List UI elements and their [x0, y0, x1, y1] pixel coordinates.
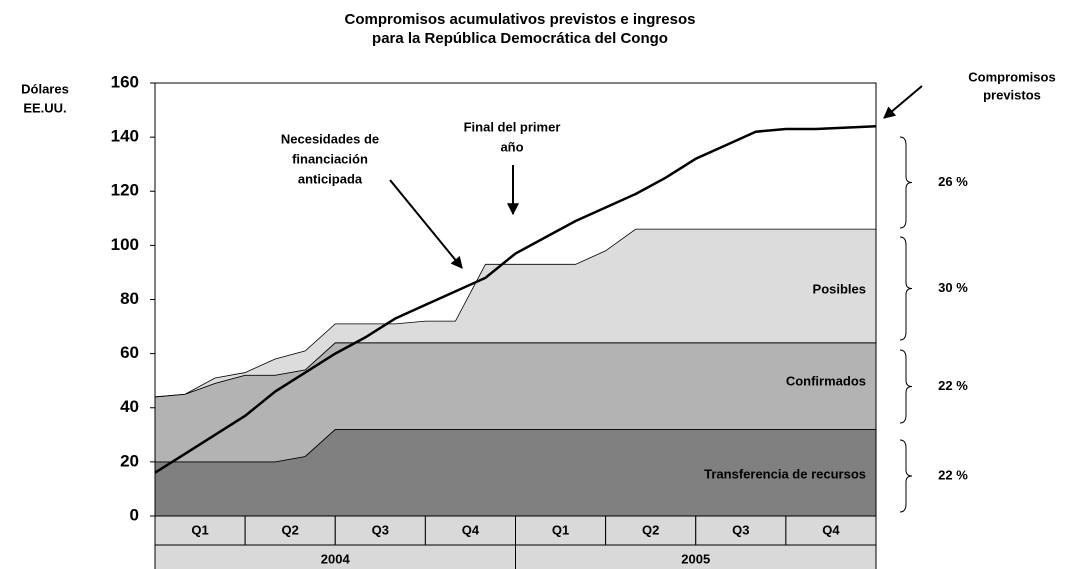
y-axis-label: EE.UU. — [23, 100, 66, 115]
area-label: Posibles — [813, 281, 866, 296]
quarter-cell — [424, 515, 516, 546]
area-label: Transferencia de recursos — [704, 466, 866, 481]
arrow — [883, 85, 923, 119]
y-tick-label: 80 — [120, 289, 139, 308]
percent-label: 26 % — [938, 174, 968, 189]
x-tick-label: Q2 — [642, 522, 659, 537]
brace — [899, 439, 913, 513]
y-tick-label: 140 — [111, 127, 139, 146]
x-tick-label: Q1 — [552, 522, 569, 537]
x-tick-label: Q3 — [372, 522, 389, 537]
y-tick-label: 20 — [120, 451, 139, 470]
x-tick-label: Q3 — [732, 522, 749, 537]
line-label: previstos — [983, 87, 1041, 102]
x-tick-label: Q2 — [282, 522, 299, 537]
year-label: 2005 — [681, 551, 710, 566]
brace — [899, 236, 913, 341]
x-tick-label: Q1 — [191, 522, 208, 537]
year-cell — [515, 544, 877, 569]
chart-title: para la República Democrática del Congo — [372, 30, 668, 47]
x-tick-label: Q4 — [462, 522, 480, 537]
quarter-cell — [515, 515, 607, 546]
percent-label: 30 % — [938, 280, 968, 295]
y-tick-label: 40 — [120, 397, 139, 416]
annotation: año — [500, 139, 523, 154]
brace — [899, 136, 913, 229]
y-tick-label: 160 — [111, 72, 139, 91]
annotation: anticipada — [298, 171, 363, 186]
x-tick-label: Q4 — [822, 522, 840, 537]
y-tick-label: 100 — [111, 235, 139, 254]
arrow — [389, 179, 463, 269]
y-tick-label: 60 — [120, 343, 139, 362]
chart-title: Compromisos acumulativos previstos e ing… — [345, 11, 696, 28]
line-label: Compromisos — [968, 69, 1055, 84]
annotation: Final del primer — [464, 119, 561, 134]
area-label: Confirmados — [786, 373, 866, 388]
percent-label: 22 % — [938, 467, 968, 482]
annotation: Necesidades de — [281, 131, 379, 146]
quarter-cell — [334, 515, 426, 546]
y-tick-label: 0 — [130, 505, 139, 524]
annotation: financiación — [292, 151, 368, 166]
quarter-cell — [785, 515, 877, 546]
y-tick-label: 120 — [111, 181, 139, 200]
line — [154, 125, 877, 474]
quarter-cell — [605, 515, 697, 546]
percent-label: 22 % — [938, 378, 968, 393]
year-label: 2004 — [321, 551, 351, 566]
brace — [899, 349, 913, 424]
y-axis-label: Dólares — [21, 81, 69, 96]
